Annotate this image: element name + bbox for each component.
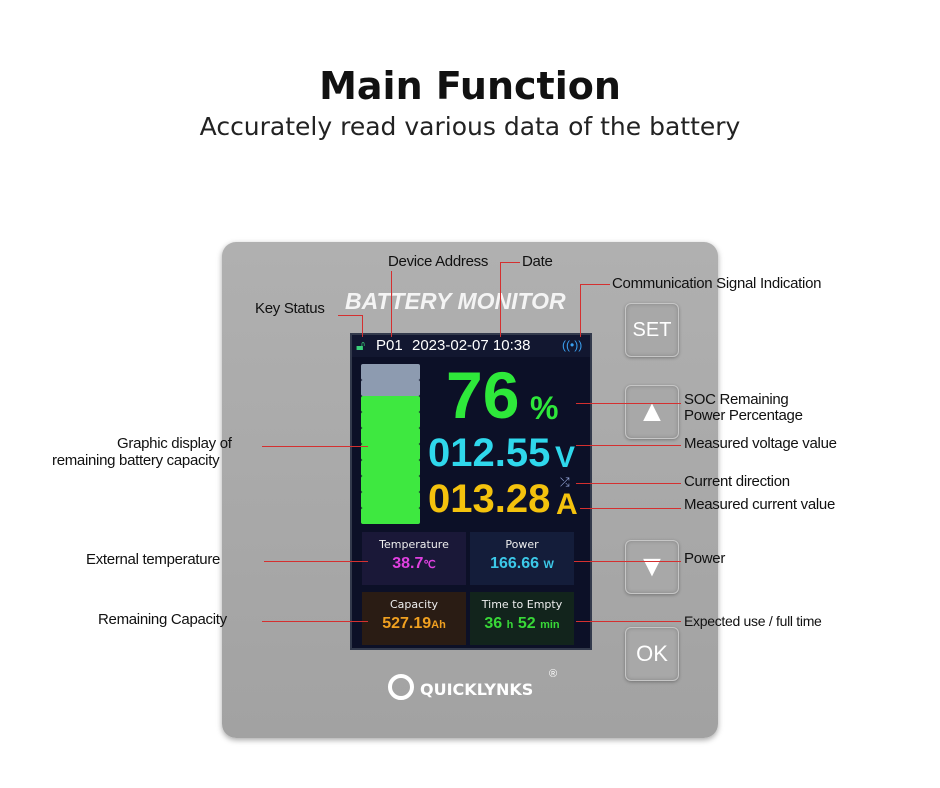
annotation-time: Expected use / full time (684, 613, 822, 629)
page-title: Main Function (319, 64, 621, 108)
temperature-tile: Temperature 38.7℃ (362, 532, 466, 585)
set-button[interactable]: SET (625, 303, 679, 357)
battery-bar-filled (361, 396, 420, 412)
capacity-unit: Ah (431, 619, 446, 631)
annotation-graphic-1: Graphic display of (117, 435, 232, 452)
unlocked-padlock-icon: 🔓︎ (356, 337, 366, 353)
annotation-current: Measured current value (684, 496, 835, 513)
battery-bar-filled (361, 492, 420, 508)
soc-value: 76 (446, 358, 520, 432)
current-value: 013.28 (428, 477, 551, 521)
power-value: 166.66 (490, 555, 540, 572)
logo-text: QUICKLYNKS (420, 680, 534, 699)
power-unit: W (543, 559, 554, 571)
power-tile: Power 166.66 W (470, 532, 574, 585)
datetime: 2023-02-07 10:38 (412, 337, 531, 354)
temperature-unit: ℃ (423, 559, 436, 571)
time-hours: 36 (484, 615, 503, 632)
annotation-communication: Communication Signal Indication (612, 275, 822, 292)
annotation-device-address: Device Address (388, 253, 489, 270)
annotation-direction: Current direction (684, 473, 790, 490)
device-address: P01 (376, 337, 403, 354)
time-tile: Time to Empty 36 h 52 min (470, 592, 574, 645)
annotation-voltage: Measured voltage value (684, 435, 837, 452)
temperature-label: Temperature (379, 538, 449, 551)
battery-bar-empty (361, 380, 420, 396)
battery-bar-filled (361, 460, 420, 476)
time-minutes: 52 (517, 615, 536, 632)
battery-bar-empty (361, 364, 420, 380)
down-button[interactable]: ▼ (625, 540, 679, 594)
logo-icon (388, 674, 414, 700)
voltage-value: 012.55 (428, 431, 551, 475)
annotation-capacity: Remaining Capacity (98, 611, 227, 628)
screen-header: 🔓︎ P01 2023-02-07 10:38 ((•)) (352, 335, 590, 357)
battery-bar-filled (361, 444, 420, 460)
page-subtitle: Accurately read various data of the batt… (199, 112, 741, 141)
battery-bar-filled (361, 476, 420, 492)
power-label: Power (505, 538, 539, 551)
current-unit: A (556, 488, 578, 521)
battery-bar-filled (361, 428, 420, 444)
capacity-label: Capacity (389, 598, 439, 611)
time-label: Time to Empty (481, 598, 563, 611)
ok-button[interactable]: OK (625, 627, 679, 681)
annotation-soc-2: Power Percentage (684, 407, 803, 424)
shuffle-arrows-icon: ⤮ (560, 475, 570, 489)
wireless-signal-icon: ((•)) (562, 338, 583, 352)
soc-unit: % (530, 390, 559, 426)
hours-unit: h (506, 619, 514, 631)
battery-bar-filled (361, 508, 420, 524)
device-brand-text: BATTERY MONITOR (345, 288, 566, 314)
registered-mark: ® (549, 668, 558, 680)
annotation-graphic-2: remaining battery capacity (52, 452, 220, 469)
annotation-key-status: Key Status (255, 300, 325, 317)
voltage-unit: V (555, 441, 576, 474)
capacity-tile: Capacity 527.19Ah (362, 592, 466, 645)
up-button[interactable]: ▲ (625, 385, 679, 439)
annotation-date: Date (522, 253, 553, 270)
battery-bar-filled (361, 412, 420, 428)
annotation-power: Power (684, 550, 726, 567)
minutes-unit: min (540, 619, 560, 631)
capacity-value: 527.19 (382, 615, 432, 632)
annotation-soc-1: SOC Remaining (684, 391, 789, 408)
annotation-temperature: External temperature (86, 551, 221, 568)
temperature-value: 38.7 (392, 555, 424, 572)
